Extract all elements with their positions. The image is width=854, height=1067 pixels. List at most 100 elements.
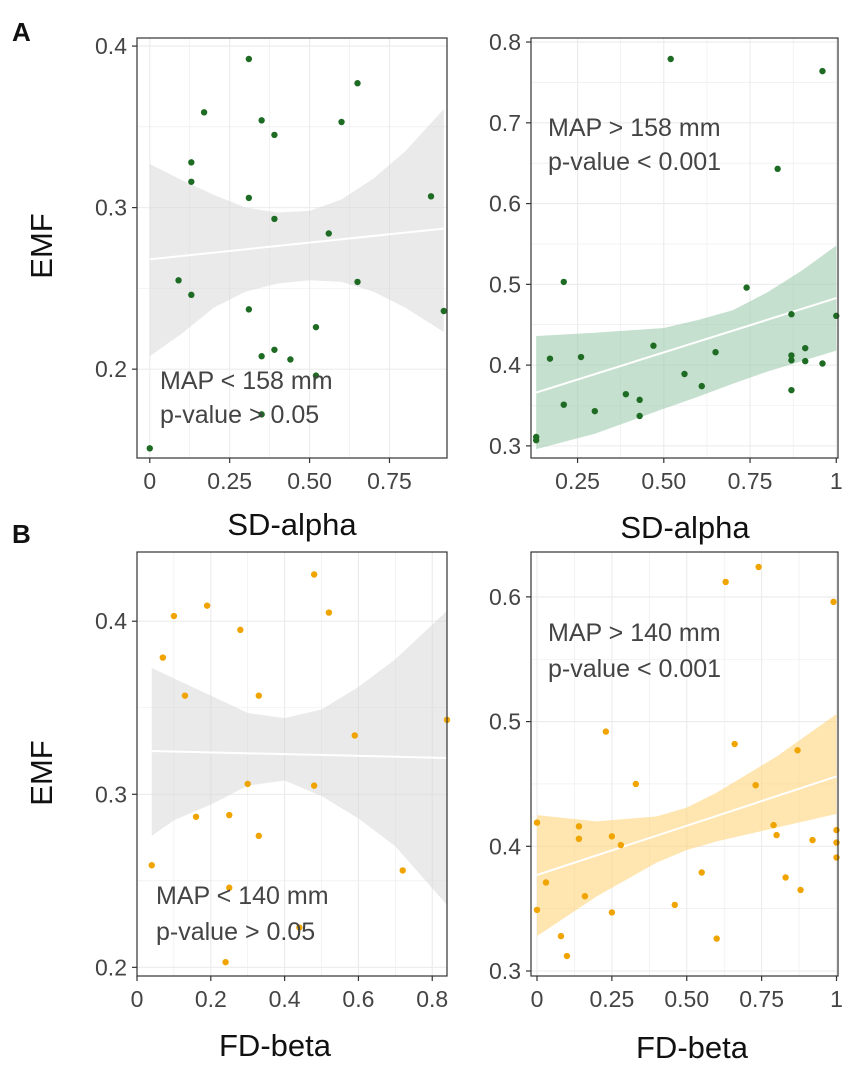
data-point — [632, 780, 640, 788]
data-point — [271, 346, 278, 353]
data-point — [325, 230, 332, 237]
data-point — [575, 835, 583, 843]
data-point — [636, 412, 643, 420]
data-point — [245, 306, 253, 313]
data-point — [774, 165, 781, 173]
chart-a-right: MAP > 158 mm p-value < 0.001 0.25 0.50 0.75 1… — [489, 29, 843, 545]
regression-line — [535, 297, 837, 394]
data-point — [203, 602, 211, 609]
data-point — [440, 307, 448, 315]
y-tick-label: 0.4 — [489, 833, 521, 859]
y-tick-label: 0.4 — [95, 33, 127, 59]
data-point — [722, 578, 729, 586]
data-point — [170, 612, 178, 620]
data-point — [312, 323, 320, 331]
confidence-band — [151, 610, 447, 906]
chart-a-left: MAP < 158 mm p-value > 0.05 0 0.25 0.50 0.75 0… — [24, 33, 448, 542]
data-point — [338, 118, 345, 126]
data-point — [146, 445, 153, 452]
data-point — [325, 609, 333, 616]
y-axis-title: EMF — [24, 213, 59, 278]
data-point — [255, 832, 262, 840]
data-point — [226, 811, 233, 819]
data-point — [287, 356, 294, 363]
data-point — [181, 692, 189, 699]
data-point — [608, 909, 616, 916]
x-axis-title: FD-beta — [219, 1028, 332, 1063]
data-point — [802, 344, 809, 352]
y-tick-label: 0.4 — [95, 608, 127, 634]
data-point — [222, 958, 229, 966]
x-tick-label: 0.25 — [555, 468, 600, 494]
data-point — [148, 862, 155, 869]
data-point — [310, 782, 318, 789]
x-tick-label: 0.50 — [664, 986, 709, 1012]
data-point — [542, 879, 550, 886]
x-tick-label: 0 — [131, 986, 144, 1012]
data-point — [175, 277, 182, 284]
x-tick-label: 0.75 — [728, 468, 773, 494]
x-tick-label: 0.8 — [416, 986, 448, 1012]
x-tick-label: 1 — [830, 468, 843, 494]
x-tick-label: 0.75 — [367, 468, 412, 494]
data-point — [188, 291, 195, 299]
data-point — [159, 654, 167, 661]
data-point — [788, 311, 795, 318]
data-point — [188, 178, 195, 185]
data-point — [532, 433, 540, 441]
data-point — [296, 924, 303, 931]
annotation-map: MAP < 158 mm — [160, 367, 333, 395]
panel-frame — [530, 551, 839, 977]
data-point — [713, 935, 720, 942]
data-point — [782, 874, 789, 881]
data-point — [830, 598, 837, 606]
regression-line — [536, 775, 837, 876]
data-point — [591, 407, 599, 415]
data-point — [200, 109, 208, 116]
data-point — [671, 901, 678, 909]
data-point — [602, 728, 610, 735]
panel-frame — [136, 37, 448, 459]
data-point — [770, 821, 777, 829]
data-point — [245, 194, 253, 202]
data-point — [809, 836, 816, 844]
data-point — [351, 732, 358, 739]
data-point — [546, 355, 554, 362]
x-tick-label: 0.6 — [342, 986, 374, 1012]
data-point — [563, 952, 571, 960]
data-point — [788, 352, 795, 359]
y-tick-label: 0.5 — [489, 271, 521, 297]
annotation-pvalue: p-value < 0.001 — [548, 655, 721, 683]
data-point — [312, 372, 320, 379]
data-point — [354, 80, 361, 87]
data-point — [802, 357, 809, 365]
data-point — [833, 826, 840, 834]
x-tick-label: 0.75 — [739, 986, 784, 1012]
x-tick-label: 1 — [830, 986, 843, 1012]
data-point — [557, 932, 565, 940]
data-point — [667, 55, 674, 63]
y-tick-label: 0.6 — [489, 191, 521, 217]
x-tick-label: 0.50 — [641, 468, 686, 494]
data-point — [533, 819, 541, 826]
panel-label-a: A — [12, 17, 31, 47]
panel-frame — [136, 551, 448, 977]
regression-line — [151, 750, 448, 759]
y-tick-label: 0.2 — [95, 356, 127, 382]
data-point — [755, 563, 762, 571]
data-point — [698, 869, 705, 876]
y-tick-label: 0.6 — [489, 584, 521, 610]
y-tick-label: 0.2 — [95, 954, 127, 980]
data-point — [773, 831, 780, 839]
data-point — [788, 386, 795, 394]
y-tick-label: 0.7 — [489, 110, 521, 136]
data-point — [560, 401, 567, 408]
data-point — [258, 353, 265, 360]
data-point — [797, 886, 804, 894]
data-point — [743, 284, 750, 291]
x-tick-label: 0.4 — [269, 986, 301, 1012]
x-tick-label: 0.2 — [195, 986, 227, 1012]
data-point — [245, 55, 253, 63]
annotation-map: MAP < 140 mm — [156, 882, 329, 910]
x-tick-label: 0.25 — [589, 986, 634, 1012]
